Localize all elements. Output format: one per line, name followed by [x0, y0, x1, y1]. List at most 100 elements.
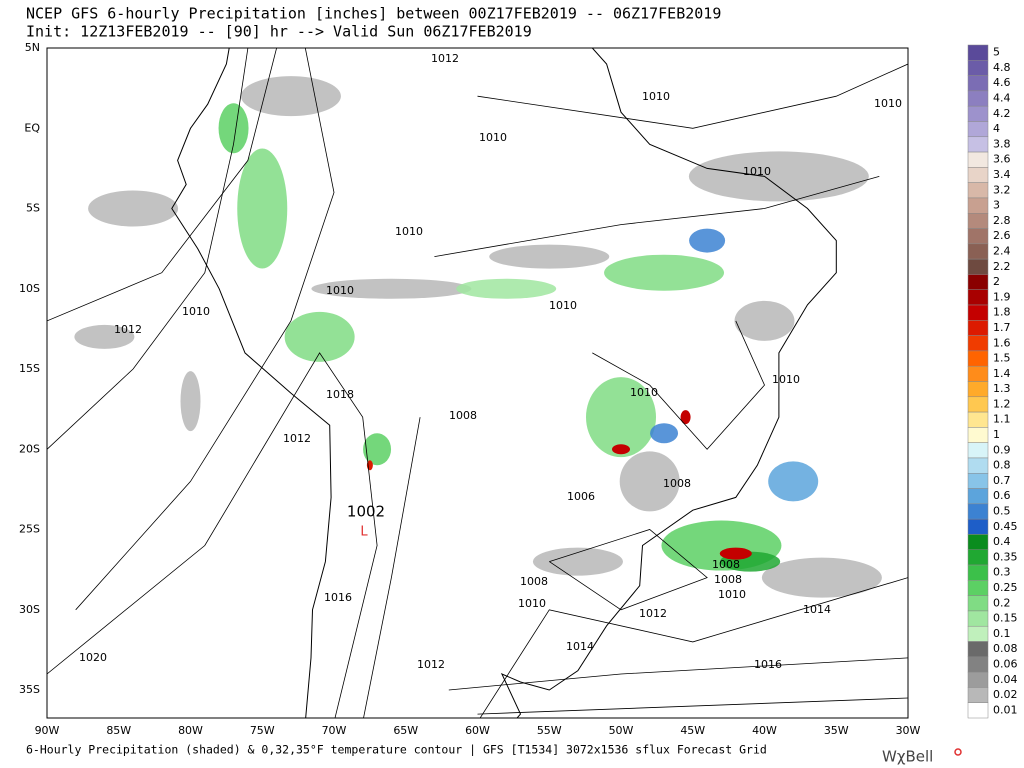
color-swatch [967, 75, 989, 92]
logo-dot [954, 748, 962, 756]
longitude-label: 30W [896, 724, 921, 737]
colorbar-label: 3 [993, 199, 1000, 212]
light-precip [88, 190, 179, 227]
latitude-label: 30S [19, 603, 40, 616]
isobar-label: 1010 [642, 90, 670, 103]
color-swatch [967, 167, 989, 183]
precip [237, 148, 288, 269]
low-pressure-value: 1002 [347, 503, 385, 521]
color-swatch [967, 610, 989, 627]
longitude-label: 60W [465, 724, 490, 737]
footer-caption: 6-Hourly Precipitation (shaded) & 0,32,3… [26, 743, 767, 757]
colorbar-label: 0.6 [993, 489, 1011, 502]
color-swatch [967, 228, 989, 245]
colorbar-label: 5 [993, 46, 1000, 59]
color-swatch [967, 213, 989, 229]
color-swatch [967, 595, 989, 612]
precip [650, 423, 679, 444]
color-swatch [967, 503, 989, 520]
latitude-label: 35S [19, 683, 40, 696]
title-line-2: Init: 12Z13FEB2019 -- [90] hr --> Valid … [26, 23, 532, 41]
precip [284, 311, 355, 362]
precip [689, 228, 726, 253]
isobar-label: 1006 [567, 490, 595, 503]
precip [218, 103, 249, 154]
color-swatch [967, 90, 989, 107]
color-swatch [967, 534, 989, 550]
isobar [434, 176, 880, 257]
isobar [549, 529, 708, 611]
colorbar-label: 1.4 [993, 367, 1011, 380]
colorbar-label: 0.8 [993, 459, 1011, 472]
precip [768, 461, 819, 502]
isobar-label: 1010 [549, 299, 577, 312]
light-precip [311, 278, 472, 299]
color-swatch [967, 411, 989, 428]
isobar-label: 1012 [431, 52, 459, 65]
latitude-label: 10S [19, 282, 40, 295]
isobar-label: 1020 [79, 651, 107, 664]
land-outline [171, 48, 837, 718]
latitude-label: 5N [25, 41, 40, 54]
color-swatch [967, 396, 989, 413]
longitude-label: 75W [250, 724, 275, 737]
color-swatch [967, 335, 989, 352]
colorbar-label: 3.4 [993, 168, 1011, 181]
precip [586, 377, 656, 458]
isobar [592, 320, 765, 450]
isobar-label: 1016 [754, 658, 782, 671]
latitude-label: EQ [24, 121, 40, 134]
colorbar-label: 0.4 [993, 535, 1011, 548]
longitude-label: 50W [609, 724, 634, 737]
colorbar-label: 0.04 [993, 673, 1018, 686]
color-swatch [967, 625, 989, 642]
color-swatch [967, 641, 989, 658]
colorbar-label: 1.9 [993, 290, 1011, 303]
isobar-label: 1012 [283, 432, 311, 445]
color-swatch [967, 243, 989, 260]
isobar-label: 1010 [182, 305, 210, 318]
precip [604, 254, 725, 291]
colorbar-label: 0.01 [993, 703, 1018, 716]
color-swatch [967, 564, 989, 581]
color-swatch [967, 457, 989, 474]
colorbar-label: 4.4 [993, 92, 1011, 105]
colorbar-label: 3.2 [993, 183, 1011, 196]
light-precip [734, 300, 795, 341]
colorbar-label: 0.06 [993, 657, 1018, 670]
longitude-label: 40W [752, 724, 777, 737]
colorbar-label: 1.2 [993, 397, 1011, 410]
isobar-label: 1010 [326, 284, 354, 297]
colorbar-label: 2.6 [993, 229, 1011, 242]
color-swatch [967, 182, 989, 199]
colorbar-label: 1 [993, 428, 1000, 441]
color-swatch [967, 427, 989, 443]
color-swatch [967, 365, 989, 382]
isobar-label: 1014 [803, 603, 831, 616]
colorbar-label: 1.5 [993, 352, 1011, 365]
color-swatch [967, 304, 989, 321]
colorbar-label: 4.8 [993, 61, 1011, 74]
isobar-label: 1008 [712, 558, 740, 571]
color-swatch [967, 518, 989, 535]
color-swatch [967, 151, 989, 168]
color-swatch [967, 656, 989, 673]
longitude-label: 65W [393, 724, 418, 737]
colorbar-label: 2.8 [993, 214, 1011, 227]
color-swatch [967, 381, 989, 398]
colorbar-label: 0.25 [993, 581, 1018, 594]
isobar-label: 1010 [479, 131, 507, 144]
isobar-label: 1008 [449, 409, 477, 422]
longitude-label: 45W [680, 724, 705, 737]
isobar [47, 48, 249, 450]
latitude-label: 15S [19, 362, 40, 375]
heavy-precip [719, 547, 752, 560]
isobar-label: 1010 [874, 97, 902, 110]
isobar [47, 352, 378, 718]
color-swatch [967, 549, 989, 566]
latitude-label: 25S [19, 523, 40, 536]
title-line-1: NCEP GFS 6-hourly Precipitation [inches]… [26, 5, 721, 23]
color-swatch [967, 350, 989, 367]
